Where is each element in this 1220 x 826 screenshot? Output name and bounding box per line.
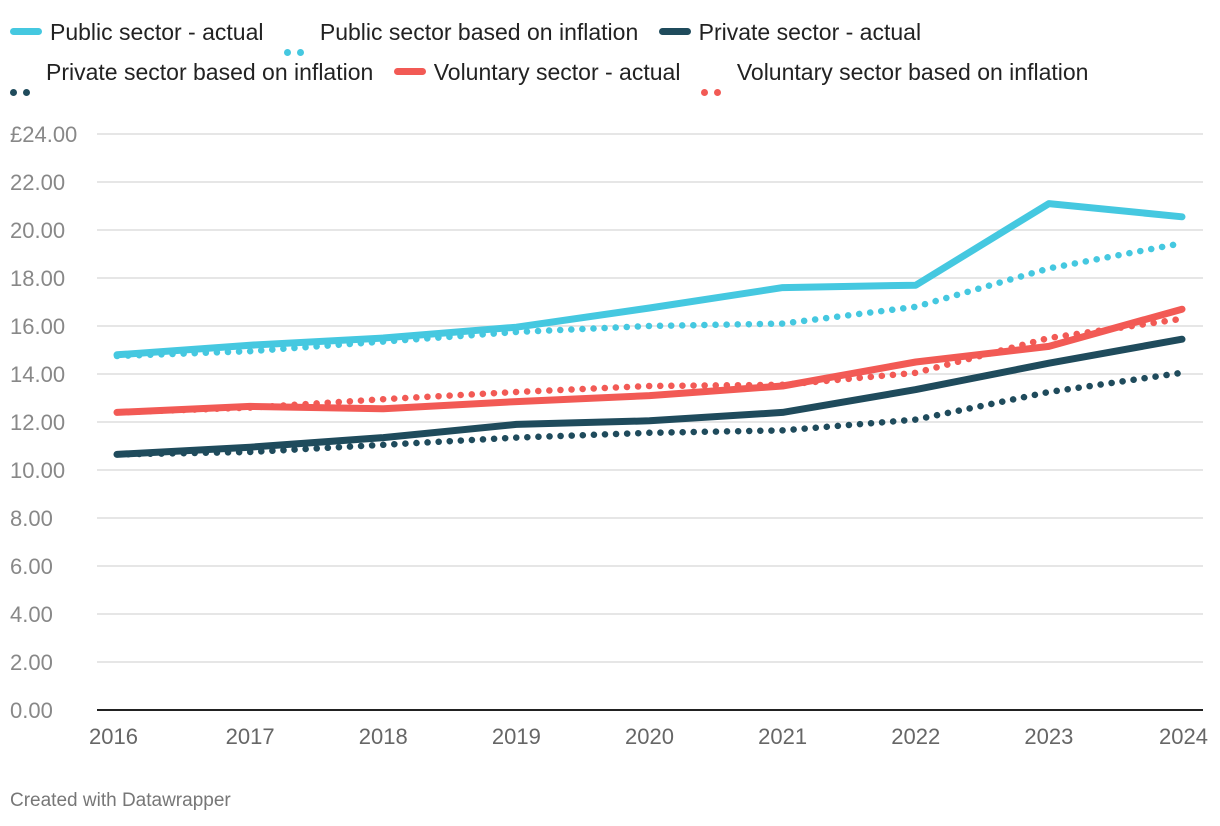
legend-label-public-inflation: Public sector based on inflation (319, 19, 639, 45)
y-tick-label-16: 16.00 (10, 314, 65, 339)
legend-item-voluntary-actual[interactable]: Voluntary sector - actual (393, 52, 681, 92)
y-tick-label-24: £24.00 (10, 122, 77, 147)
legend-label-voluntary-actual: Voluntary sector - actual (433, 59, 681, 85)
x-tick-label-2016: 2016 (89, 724, 138, 749)
footer-credit: Created with Datawrapper (10, 790, 231, 811)
y-tick-label-20: 20.00 (10, 218, 65, 243)
chart-legend: Public sector - actual Public sector bas… (10, 12, 1205, 96)
y-axis-ticks: £24.00 22.00 20.00 18.00 16.00 14.00 12.00 10.0… (10, 122, 77, 723)
legend-label-private-actual: Private sector - actual (698, 19, 922, 45)
x-tick-label-2018: 2018 (359, 724, 408, 749)
gridlines (97, 133, 1203, 711)
y-tick-label-10: 10.00 (10, 458, 65, 483)
legend-label-public-actual: Public sector - actual (50, 19, 264, 45)
y-tick-label-22: 22.00 (10, 170, 65, 195)
y-tick-label-2: 2.00 (10, 650, 53, 675)
x-tick-label-2017: 2017 (226, 724, 275, 749)
x-tick-label-2022: 2022 (891, 724, 940, 749)
series-line-public-sector-based-on-inflation (113, 239, 1186, 360)
x-tick-label-2020: 2020 (625, 724, 674, 749)
x-tick-label-2024: 2024 (1159, 724, 1208, 749)
x-axis-ticks: 2016 2017 2018 2019 2020 2021 2022 2023 2024 (89, 724, 1208, 749)
legend-swatch-private-inflation (10, 68, 38, 96)
legend-label-private-inflation: Private sector based on inflation (46, 59, 374, 85)
legend-swatch-voluntary-actual (393, 68, 426, 76)
y-tick-label-4: 4.00 (10, 602, 53, 627)
x-tick-label-2023: 2023 (1024, 724, 1073, 749)
legend-swatch-voluntary-inflation (700, 68, 729, 96)
legend-swatch-public-inflation (283, 28, 312, 56)
series-lines (113, 200, 1186, 458)
legend-item-public-actual[interactable]: Public sector - actual (10, 12, 263, 52)
legend-swatch-private-actual (658, 28, 691, 36)
legend-item-private-actual[interactable]: Private sector - actual (658, 12, 922, 52)
legend-swatch-public-actual (10, 28, 42, 36)
y-tick-label-18: 18.00 (10, 266, 65, 291)
y-tick-label-14: 14.00 (10, 362, 65, 387)
legend-item-public-inflation[interactable]: Public sector based on inflation (283, 12, 639, 56)
y-tick-label-0: 0.00 (10, 698, 53, 723)
legend-item-private-inflation[interactable]: Private sector based on inflation (10, 52, 374, 96)
y-tick-label-6: 6.00 (10, 554, 53, 579)
legend-item-voluntary-inflation[interactable]: Voluntary sector based on inflation (700, 52, 1089, 96)
x-tick-label-2021: 2021 (758, 724, 807, 749)
x-tick-label-2019: 2019 (492, 724, 541, 749)
legend-label-voluntary-inflation: Voluntary sector based on inflation (736, 59, 1089, 85)
line-chart: £24.00 22.00 20.00 18.00 16.00 14.00 12.00 10.0… (10, 122, 1208, 749)
y-tick-label-12: 12.00 (10, 410, 65, 435)
y-tick-label-8: 8.00 (10, 506, 53, 531)
